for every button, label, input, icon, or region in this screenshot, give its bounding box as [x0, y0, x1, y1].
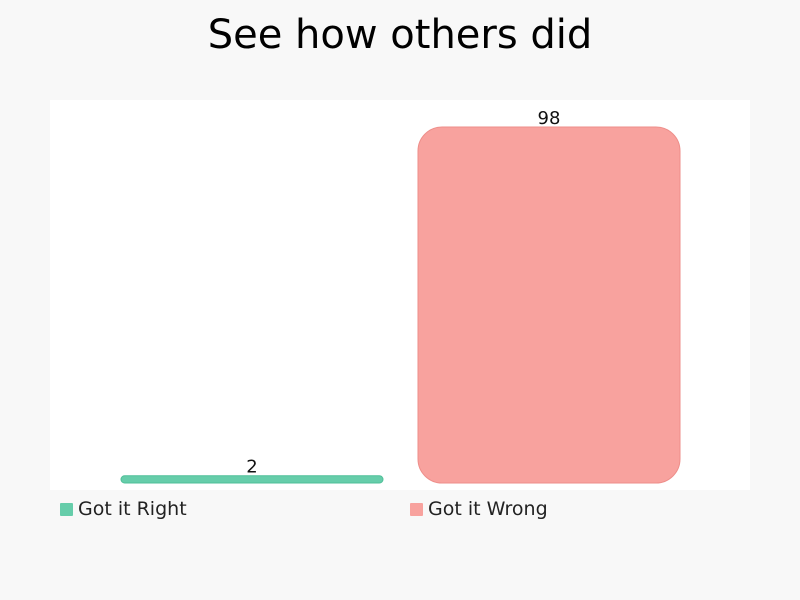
bar-chart: 2 98 [120, 108, 681, 484]
plot-area: 2 98 [50, 100, 750, 490]
legend-label-right: Got it Right [78, 498, 187, 520]
bar-right [120, 475, 384, 484]
legend-label-wrong: Got it Wrong [428, 498, 548, 520]
data-label-right: 2 [246, 457, 257, 478]
legend-item-right: Got it Right [60, 497, 187, 521]
chart-title: See how others did [207, 12, 593, 58]
legend-swatch-right [60, 502, 73, 516]
legend-swatch-wrong [410, 502, 423, 516]
data-label-wrong: 98 [538, 108, 561, 129]
bar-wrong [417, 126, 681, 484]
legend-item-wrong: Got it Wrong [410, 497, 548, 521]
